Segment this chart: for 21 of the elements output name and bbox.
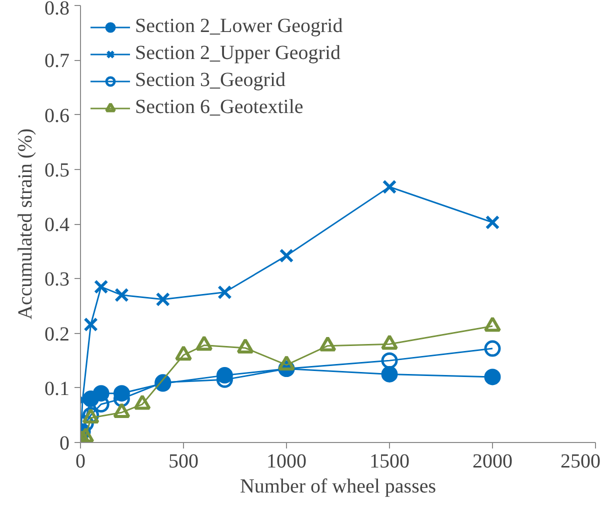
legend-label: Section 2_Upper Geogrid — [135, 42, 341, 65]
x-tick-label: 2500 — [560, 450, 600, 472]
y-tick-label: 0.4 — [44, 214, 70, 236]
x-tick-label: 1500 — [370, 450, 410, 472]
x-tick-label: 0 — [76, 450, 86, 472]
y-tick-label: 0 — [60, 432, 70, 454]
y-tick-label: 0.2 — [44, 323, 70, 346]
legend-label: Section 3_Geogrid — [135, 69, 286, 92]
legend-label: Section 6_Geotextile — [135, 96, 304, 119]
x-tick-label: 2000 — [472, 450, 512, 472]
y-tick-label: 0.1 — [44, 378, 70, 400]
x-axis-title: Number of wheel passes — [240, 476, 436, 498]
x-tick-label: 1000 — [266, 450, 306, 472]
y-tick-label: 0.8 — [44, 0, 70, 20]
y-tick-label: 0.5 — [44, 159, 70, 182]
legend-label: Section 2_Lower Geogrid — [135, 15, 343, 38]
y-tick-label: 0.3 — [44, 268, 70, 291]
y-axis-title: Accumulated strain (%) — [14, 128, 36, 320]
x-tick-label: 500 — [168, 450, 198, 472]
y-tick-label: 0.7 — [44, 50, 70, 72]
y-tick-label: 0.6 — [44, 104, 70, 127]
